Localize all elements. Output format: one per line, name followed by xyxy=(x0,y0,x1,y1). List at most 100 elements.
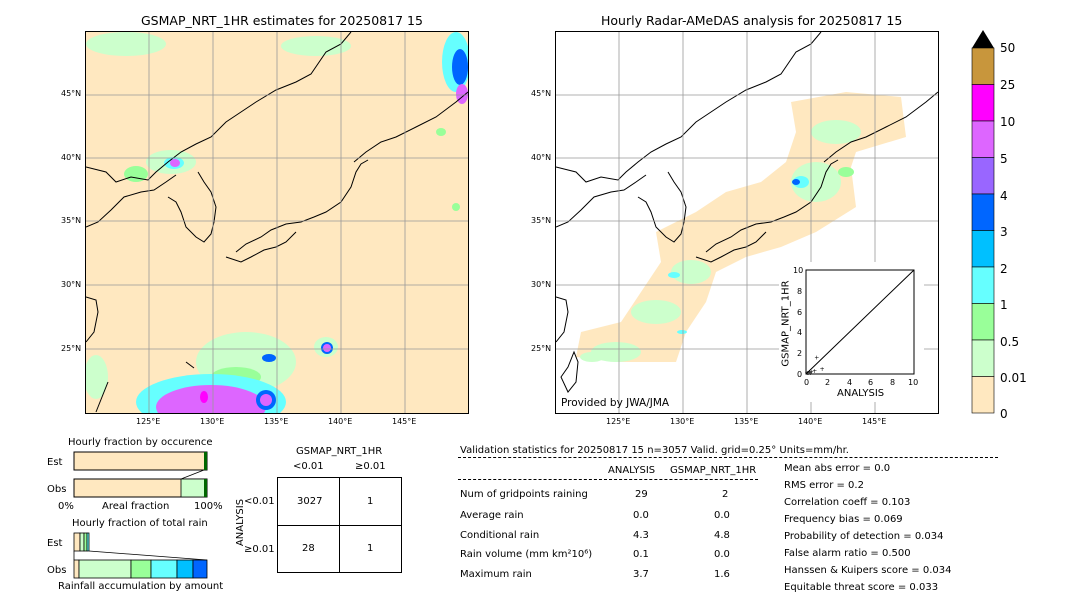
stat-label: Num of gridpoints raining xyxy=(460,489,588,500)
left-lon-tick: 140°E xyxy=(328,417,353,426)
scatter-point: + xyxy=(809,369,814,376)
left-lat-tick: 35°N xyxy=(61,216,82,225)
contingency-row-ge: ≥0.01 xyxy=(244,544,275,555)
total-rain-footer: Rainfall accumulation by amount xyxy=(58,581,224,592)
colorbar-cell xyxy=(971,266,995,304)
left-lon-tick: 135°E xyxy=(264,417,289,426)
validation-col-analysis: ANALYSIS xyxy=(608,465,656,476)
validation-divider xyxy=(458,457,998,458)
stat-label: Conditional rain xyxy=(460,530,540,541)
scatter-point: + xyxy=(814,354,819,361)
stat-analysis: 0.0 xyxy=(633,510,649,521)
stat-analysis: 4.3 xyxy=(633,530,649,541)
right-lat-tick: 30°N xyxy=(531,280,552,289)
scatter-ylabel: GSMAP_NRT_1HR xyxy=(780,280,792,367)
colorbar-label: 0.01 xyxy=(1000,371,1027,385)
colorbar xyxy=(971,30,995,414)
colorbar-cell xyxy=(971,157,995,195)
score-item: RMS error = 0.2 xyxy=(784,480,864,491)
right-lon-tick: 140°E xyxy=(798,417,823,426)
colorbar-label: 0 xyxy=(1000,407,1008,421)
colorbar-label: 2 xyxy=(1000,262,1008,276)
left-map xyxy=(85,31,469,414)
colorbar-cell xyxy=(971,47,995,85)
score-item: Hanssen & Kuipers score = 0.034 xyxy=(784,565,952,576)
right-lon-tick: 125°E xyxy=(606,417,631,426)
left-lat-tick: 45°N xyxy=(61,89,82,98)
stat-analysis: 29 xyxy=(635,489,648,500)
score-item: Equitable threat score = 0.033 xyxy=(784,582,939,593)
scatter-xlabel: ANALYSIS xyxy=(837,388,885,399)
right-lon-tick: 145°E xyxy=(862,417,887,426)
contingency-row-lt: <0.01 xyxy=(244,496,275,507)
stat-gsmap: 1.6 xyxy=(714,569,730,580)
colorbar-extend-arrow xyxy=(972,30,994,48)
scatter-inset: + + + + + + + + ANALYSIS GSMAP_NRT_1HR 10 8 6 4… xyxy=(779,262,924,402)
occurrence-axis-mid: Areal fraction xyxy=(102,501,170,512)
left-gridlines xyxy=(86,32,468,413)
scatter-point: + xyxy=(807,369,812,376)
colorbar-label: 50 xyxy=(1000,41,1016,55)
left-map-title: GSMAP_NRT_1HR estimates for 20250817 15 xyxy=(141,13,423,28)
contingency-cell: 1 xyxy=(367,543,374,554)
colorbar-label: 4 xyxy=(1000,189,1008,203)
colorbar-cell xyxy=(971,84,995,122)
stat-gsmap: 0.0 xyxy=(714,549,730,560)
left-lon-tick: 145°E xyxy=(392,417,417,426)
right-lat-tick: 25°N xyxy=(531,344,552,353)
contingency-cell: 3027 xyxy=(297,496,323,507)
contingency-table: 3027 1 28 1 xyxy=(277,477,402,573)
contingency-col-lt: <0.01 xyxy=(293,461,324,472)
scatter-xtick: 4 xyxy=(847,378,853,387)
right-lon-tick: 135°E xyxy=(734,417,759,426)
scatter-xtick: 0 xyxy=(804,378,810,387)
colorbar-label: 0.5 xyxy=(1000,335,1020,349)
total-rain-title: Hourly fraction of total rain xyxy=(72,518,208,529)
scatter-point: + xyxy=(806,370,811,377)
left-map-canvas xyxy=(86,32,468,413)
total-rain-obs-label: Obs xyxy=(47,565,67,576)
scatter-xtick: 2 xyxy=(825,378,831,387)
validation-header: Validation statistics for 20250817 15 n=… xyxy=(460,445,849,456)
left-lon-tick: 130°E xyxy=(200,417,225,426)
stat-gsmap: 2 xyxy=(722,489,729,500)
left-lat-tick: 40°N xyxy=(61,153,82,162)
scatter-ytick: 8 xyxy=(797,287,803,296)
right-coastlines xyxy=(556,32,938,393)
occurrence-obs-label: Obs xyxy=(47,484,67,495)
colorbar-label: 5 xyxy=(1000,152,1008,166)
left-lon-tick: 125°E xyxy=(136,417,161,426)
occurrence-axis-left: 0% xyxy=(58,501,74,512)
scatter-ytick: 2 xyxy=(797,349,803,358)
right-coverage xyxy=(576,92,906,362)
data-credit: Provided by JWA/JMA xyxy=(561,397,670,409)
colorbar-cell xyxy=(971,303,995,341)
left-coastlines xyxy=(86,32,468,413)
scatter-xtick: 8 xyxy=(890,378,896,387)
score-item: Frequency bias = 0.069 xyxy=(784,514,903,525)
occurrence-est-label: Est xyxy=(47,457,63,468)
colorbar-cell xyxy=(971,376,995,414)
total-rain-est-label: Est xyxy=(47,538,63,549)
scatter-ytick: 10 xyxy=(793,266,804,275)
right-map-title: Hourly Radar-AMeDAS analysis for 2025081… xyxy=(601,13,903,28)
scatter-point: + xyxy=(812,368,817,375)
scatter-ytick: 6 xyxy=(797,308,803,317)
right-lat-tick: 45°N xyxy=(531,89,552,98)
scatter-plot: ++++++++ xyxy=(805,269,915,377)
stat-label: Maximum rain xyxy=(460,569,532,580)
right-map-canvas xyxy=(556,32,938,413)
score-item: Correlation coeff = 0.103 xyxy=(784,497,911,508)
scatter-point: + xyxy=(805,370,810,377)
contingency-col-ge: ≥0.01 xyxy=(355,461,386,472)
right-lat-tick: 40°N xyxy=(531,153,552,162)
left-precip xyxy=(86,32,468,413)
colorbar-cell xyxy=(971,193,995,231)
occurrence-title: Hourly fraction by occurence xyxy=(68,437,213,448)
stat-gsmap: 4.8 xyxy=(714,530,730,541)
contingency-cell: 28 xyxy=(302,543,315,554)
colorbar-label: 25 xyxy=(1000,78,1016,92)
total-rain-bars xyxy=(73,532,208,579)
scatter-ytick: 0 xyxy=(797,370,803,379)
stat-analysis: 0.1 xyxy=(633,549,649,560)
